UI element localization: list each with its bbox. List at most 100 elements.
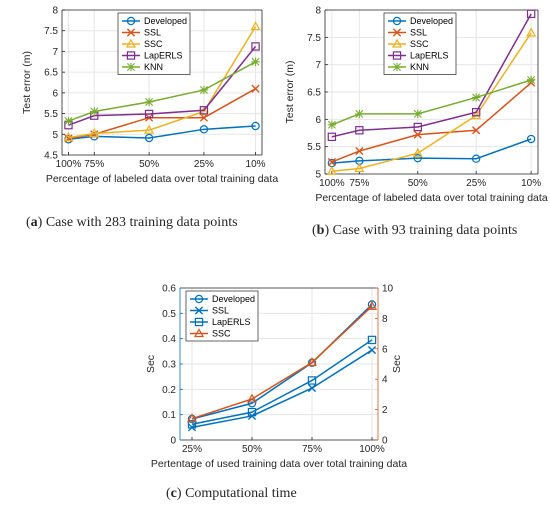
data-point <box>367 345 377 355</box>
data-point <box>63 132 74 142</box>
data-point <box>307 376 317 385</box>
data-point <box>246 393 258 403</box>
legend-label: KNN <box>410 62 429 72</box>
caption-b-tag: b <box>316 223 325 238</box>
data-point <box>307 383 317 393</box>
series-knn <box>327 75 536 129</box>
y-tick-label: 0.1 <box>162 410 176 421</box>
x-tick-label: 25% <box>194 159 214 170</box>
y-tick-label: 5.5 <box>307 142 321 153</box>
caption-b-text: Case with 93 training data points <box>332 223 518 238</box>
chart-b: 5 5.5 6 6.5 7 7.5 8 100% 75% 50% 25% 10% Percentage … <box>284 6 548 205</box>
series-laperls <box>327 9 536 142</box>
y-tick-label: 7 <box>315 60 321 71</box>
y-tick-label: 0.4 <box>162 334 176 345</box>
legend-marker <box>194 317 204 327</box>
legend-marker <box>126 62 136 72</box>
data-point <box>327 132 337 142</box>
series-line <box>191 339 373 426</box>
data-point <box>355 146 364 156</box>
x-tick-label: 10% <box>246 159 266 170</box>
data-point <box>306 357 318 367</box>
data-point <box>367 335 377 345</box>
data-point <box>413 109 422 119</box>
caption-b: (b) Case with 93 training data points <box>312 223 518 238</box>
data-point <box>144 133 154 143</box>
x-tick-label: 75% <box>84 159 104 170</box>
data-point <box>144 109 154 119</box>
y-tick-label: 0.2 <box>162 385 176 396</box>
legend-marker <box>392 16 402 26</box>
legend-marker <box>392 62 402 72</box>
legend-label: KNN <box>144 62 163 72</box>
series-line <box>68 125 256 141</box>
legend-label: SSL <box>144 28 161 38</box>
data-point <box>199 113 209 122</box>
y-tick-label: 8 <box>52 6 58 17</box>
data-point <box>366 300 378 310</box>
data-point <box>64 116 73 126</box>
x-tick-label: 25% <box>466 178 486 189</box>
chart-c: 0 0.1 0.2 0.3 0.4 0.5 0.6 0 2 4 6 8 10 25% 50% 75% 100% P… <box>145 284 407 471</box>
legend-marker <box>126 16 136 26</box>
y-tick-label: 7 <box>52 47 58 58</box>
y-tick-label: 6 <box>52 88 58 99</box>
series-line <box>191 349 373 429</box>
y-tick-label: 5.5 <box>44 109 58 120</box>
x-tick-label: 10% <box>521 178 541 189</box>
data-point <box>471 110 482 120</box>
y-right-tick-label: 4 <box>382 375 388 386</box>
data-point <box>186 413 198 423</box>
series-knn <box>64 57 260 126</box>
data-point <box>90 107 99 116</box>
data-point <box>354 163 365 173</box>
caption-a-tag: a <box>30 215 38 230</box>
x-tick-label: 75% <box>349 178 369 189</box>
y-axis-label: Test error (m) <box>21 51 33 114</box>
x-axis-label: Pertentage of used training data over to… <box>151 458 407 470</box>
y-right-tick-label: 10 <box>382 284 394 295</box>
data-point <box>327 157 336 167</box>
data-point <box>144 124 155 134</box>
legend-label: SSC <box>144 39 163 49</box>
legend-marker <box>194 306 204 315</box>
x-axis-label: Percentage of labeled data over total tr… <box>315 192 547 204</box>
data-point <box>327 120 337 129</box>
y-right-tick-label: 2 <box>382 405 388 416</box>
data-point <box>144 97 154 107</box>
data-point <box>526 75 536 85</box>
caption-c-tag: c <box>170 486 177 501</box>
legend-marker <box>126 28 136 37</box>
data-point <box>526 134 536 144</box>
legend-marker <box>392 51 402 60</box>
y-right-tick-label: 6 <box>382 344 388 355</box>
y-tick-label: 0.5 <box>162 309 176 320</box>
series-line <box>68 45 257 126</box>
x-axis-label: Percentage of labeled data over total tr… <box>46 173 278 185</box>
legend-marker <box>194 294 204 304</box>
legend-label: SSC <box>410 39 429 49</box>
x-tick-label: 100% <box>319 178 345 189</box>
data-point <box>247 407 257 417</box>
data-point <box>187 420 197 429</box>
data-point <box>413 122 422 132</box>
data-point <box>472 126 481 135</box>
y-tick-label: 5 <box>315 170 321 181</box>
y-tick-label: 7.5 <box>307 33 321 44</box>
series-line <box>331 32 532 173</box>
legend-label: SSL <box>410 28 427 38</box>
legend-marker <box>391 38 403 48</box>
legend-label: LapERLS <box>410 51 449 61</box>
y-tick-label: 7.5 <box>44 26 58 37</box>
legend-marker <box>193 328 205 338</box>
series-ssc <box>186 300 378 423</box>
data-point <box>413 130 422 139</box>
caption-c: (c) Computational time <box>166 486 297 501</box>
legend-label: LapERLS <box>212 317 251 327</box>
series-line <box>331 138 532 164</box>
y-right-tick-label: 8 <box>382 314 388 325</box>
y-axis-label: Sec <box>145 355 157 373</box>
legend-marker <box>125 38 137 48</box>
